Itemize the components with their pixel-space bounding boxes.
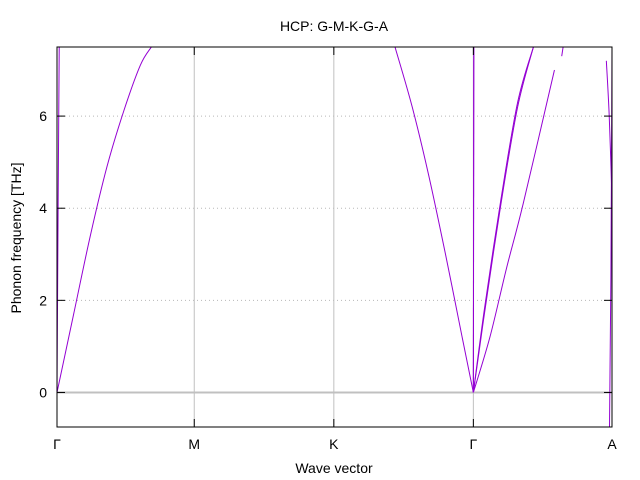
tick-layer: 0 2 4 6 Γ M K Γ A: [39, 47, 617, 452]
band-line-6: [472, 47, 534, 393]
x-tick-label-4: A: [607, 436, 617, 452]
y-axis-label: Phonon frequency [THz]: [8, 163, 24, 314]
x-tick-label-2: K: [329, 436, 339, 452]
band-line-4: [472, 47, 475, 393]
band-line-8: [561, 47, 564, 57]
x-tick-label-1: M: [188, 436, 200, 452]
y-tick-label-1: 2: [39, 292, 47, 308]
plot-frame-layer: [56, 46, 613, 428]
x-tick-label-0: Γ: [53, 436, 61, 452]
band-line-7: [472, 69, 555, 393]
x-tick-label-3: Γ: [470, 436, 478, 452]
band-line-5: [472, 47, 534, 393]
chart-title: HCP: G-M-K-G-A: [280, 18, 389, 34]
y-tick-label-0: 0: [39, 384, 47, 400]
x-axis-label: Wave vector: [295, 460, 373, 476]
plot-frame: [56, 46, 613, 428]
y-tick-label-3: 6: [39, 108, 47, 124]
band-line-0: [57, 47, 152, 393]
band-line-2: [394, 47, 474, 393]
y-tick-label-2: 4: [39, 200, 47, 216]
